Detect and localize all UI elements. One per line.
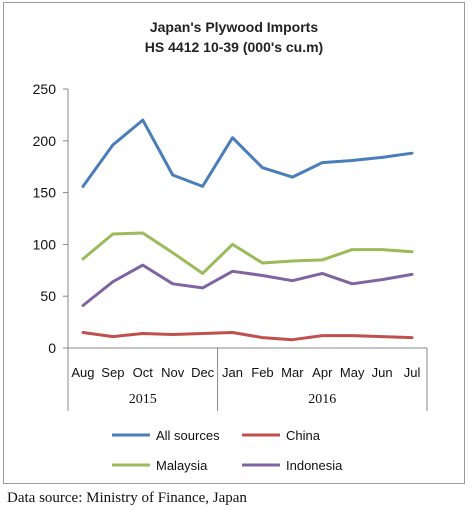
x-tick-label: Mar — [281, 365, 304, 380]
chart-series-lines — [81, 118, 414, 342]
legend-label: Malaysia — [156, 458, 208, 473]
legend-label: All sources — [156, 428, 220, 443]
y-tick-label: 0 — [48, 340, 56, 356]
x-tick-label: Dec — [191, 365, 215, 380]
chart-legend: All sources China Malaysia Indonesia — [112, 428, 343, 473]
x-tick-label: May — [340, 365, 365, 380]
y-tick-label: 50 — [40, 288, 56, 304]
x-tick-label: Jan — [222, 365, 243, 380]
chart-title-line2: HS 4412 10-39 (000's cu.m) — [145, 39, 323, 55]
data-source-note: Data source: Ministry of Finance, Japan — [7, 490, 247, 506]
y-tick-label: 150 — [33, 185, 57, 201]
y-tick-label: 200 — [33, 133, 57, 149]
chart-background — [4, 3, 464, 483]
series-line-china — [81, 331, 414, 342]
year-group-label: 2015 — [129, 392, 157, 407]
x-tick-label: Nov — [161, 365, 185, 380]
chart-title-line1: Japan's Plywood Imports — [150, 19, 318, 35]
x-tick-label: Oct — [133, 365, 154, 380]
x-tick-label: Apr — [312, 365, 333, 380]
series-line-indonesia — [81, 263, 414, 307]
y-tick-label: 250 — [33, 81, 57, 97]
x-tick-label: Feb — [251, 365, 273, 380]
year-group-label: 2016 — [308, 392, 336, 407]
y-tick-label: 100 — [33, 236, 57, 252]
x-tick-label: Aug — [71, 365, 94, 380]
legend-label: Indonesia — [286, 458, 343, 473]
x-tick-label: Jul — [404, 365, 421, 380]
chart-axes: 0 50 100 150 200 250 Aug Sep Oct Nov Dec Jan Feb Mar A… — [33, 81, 428, 411]
chart-frame: Japan's Plywood Imports HS 4412 10-39 (0… — [3, 2, 465, 484]
x-tick-label: Sep — [101, 365, 124, 380]
legend-label: China — [286, 428, 321, 443]
chart-svg: Japan's Plywood Imports HS 4412 10-39 (0… — [4, 3, 464, 483]
series-line-all-sources — [81, 118, 414, 188]
series-line-malaysia — [81, 231, 414, 275]
x-tick-label: Jun — [372, 365, 393, 380]
